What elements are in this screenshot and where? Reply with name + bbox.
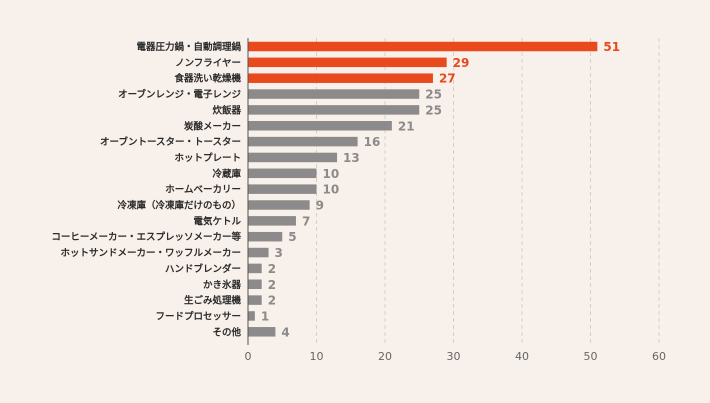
bar (248, 327, 276, 337)
category-label: フードプロセッサー (155, 310, 241, 322)
category-label: ホームベーカリー (165, 185, 241, 196)
category-label: ハンドブレンダー (165, 263, 241, 275)
value-label: 4 (281, 325, 289, 339)
category-label: ホットプレート (174, 152, 241, 164)
value-label: 25 (425, 103, 442, 117)
category-label: 食器洗い乾燥機 (173, 73, 241, 85)
value-label: 51 (603, 40, 620, 54)
bar (248, 247, 269, 258)
bar (248, 121, 392, 131)
value-label: 25 (425, 88, 442, 102)
x-tick-label: 60 (652, 350, 666, 363)
category-label: ノンフライヤー (175, 58, 241, 69)
bar (248, 73, 433, 83)
value-label: 27 (439, 72, 456, 86)
bar (248, 295, 262, 305)
value-label: 10 (323, 183, 340, 197)
value-label: 29 (453, 56, 470, 70)
bar (248, 184, 317, 194)
value-label: 3 (275, 246, 283, 260)
value-label: 13 (343, 151, 360, 165)
category-label: ホットサンドメーカー・ワッフルメーカー (60, 248, 241, 259)
bar (248, 311, 255, 321)
bar (248, 57, 447, 68)
value-label: 2 (268, 262, 276, 276)
category-label: コーヒーメーカー・エスプレッソメーカー等 (51, 231, 241, 243)
bar (248, 105, 420, 115)
bar (248, 136, 358, 147)
value-label: 21 (398, 119, 415, 133)
category-label: オーブンレンジ・電子レンジ (118, 89, 241, 101)
x-tick-label: 20 (378, 350, 392, 363)
x-tick-label: 10 (310, 350, 324, 363)
value-label: 2 (268, 294, 276, 308)
bar (248, 168, 317, 179)
category-label: 冷凍庫（冷凍庫だけのもの） (117, 200, 241, 212)
category-label: オーブントースター・トースター (100, 136, 241, 148)
x-tick-label: 40 (515, 350, 529, 363)
category-label: 炊飯器 (212, 104, 241, 116)
category-label: 電器圧力鍋・自動調理鍋 (136, 41, 241, 53)
bar (248, 231, 283, 242)
value-label: 2 (268, 278, 276, 292)
category-label: かき氷器 (203, 279, 242, 291)
bar (248, 216, 296, 226)
x-tick-label: 30 (447, 350, 461, 363)
category-label: 冷蔵庫 (212, 168, 241, 180)
bar (248, 41, 598, 52)
value-label: 16 (364, 135, 381, 149)
bar (248, 200, 310, 210)
category-label: その他 (212, 326, 241, 338)
value-label: 10 (323, 167, 340, 181)
bar (248, 263, 262, 274)
value-label: 1 (261, 309, 269, 323)
category-label: 電気ケトル (193, 215, 241, 227)
x-tick-label: 50 (584, 350, 598, 363)
category-label: 生ごみ処理機 (184, 295, 242, 307)
value-label: 5 (288, 230, 296, 244)
value-label: 9 (316, 199, 324, 213)
bar (248, 152, 338, 163)
x-tick-label: 0 (245, 350, 252, 363)
category-label: 炭酸メーカー (184, 120, 241, 132)
value-label: 7 (302, 214, 310, 228)
bar (248, 89, 420, 99)
bar (248, 279, 262, 289)
